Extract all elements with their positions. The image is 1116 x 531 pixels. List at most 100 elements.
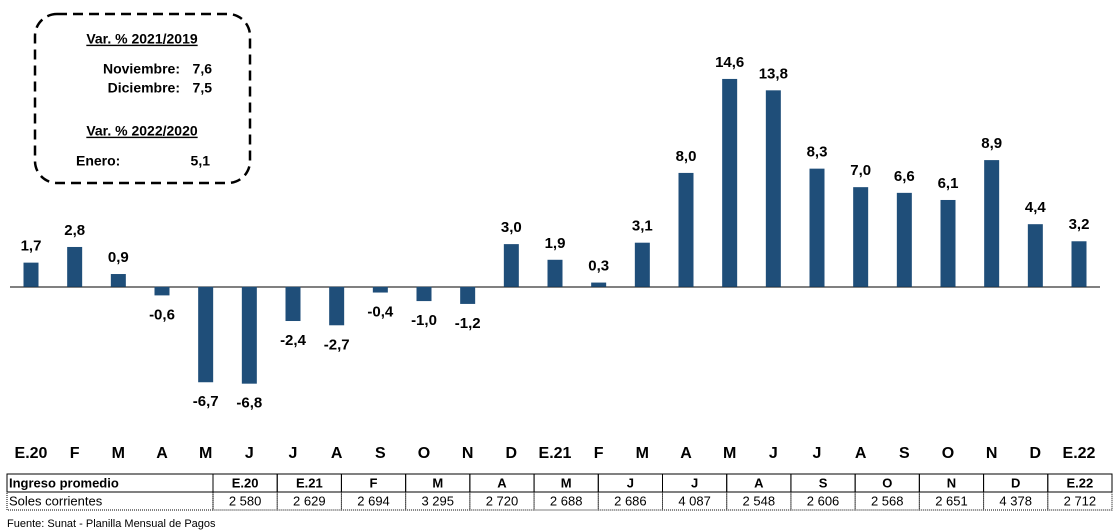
table-value: 2 629 [293, 493, 326, 508]
bar [416, 286, 432, 302]
table-value: O [882, 475, 892, 490]
value-label: 6,1 [938, 175, 959, 192]
x-tick-label: D [1030, 445, 1042, 462]
x-tick-label: A [680, 445, 692, 462]
table-value: M [561, 475, 572, 490]
value-label: 2,8 [64, 222, 85, 239]
bar [285, 286, 301, 322]
table-value: A [754, 475, 764, 490]
value-label: -6,7 [193, 393, 219, 410]
bar [547, 259, 563, 287]
x-tick-label: J [289, 445, 298, 462]
value-label: 3,2 [1069, 216, 1090, 233]
value-label: 7,0 [850, 162, 871, 179]
bar [154, 286, 170, 296]
table-value: 2 548 [743, 493, 776, 508]
source-note: Fuente: Sunat - Planilla Mensual de Pago… [7, 518, 216, 530]
value-label: -1,2 [455, 315, 481, 332]
table-cell [854, 491, 920, 511]
table-cell [1047, 491, 1113, 511]
table-cell [726, 491, 792, 511]
value-label: 8,0 [676, 148, 697, 165]
bar [678, 172, 694, 287]
table-value: J [627, 475, 634, 490]
table-value: A [497, 475, 507, 490]
bar [198, 286, 214, 383]
row-header: Soles corrientes [9, 493, 103, 508]
value-label: 0,3 [588, 258, 609, 275]
annotation-value: 7,6 [193, 61, 213, 77]
table-value: 2 568 [871, 493, 904, 508]
bar [809, 168, 825, 287]
table-cell [790, 491, 856, 511]
table-value: 2 580 [229, 493, 262, 508]
value-label: 1,7 [21, 238, 42, 255]
bar [503, 244, 519, 287]
table-cell [276, 491, 342, 511]
value-label: 0,9 [108, 249, 129, 266]
x-tick-label: D [506, 445, 518, 462]
bar [591, 282, 607, 287]
x-tick-label: S [375, 445, 386, 462]
x-tick-label: N [986, 445, 998, 462]
table-cell [597, 491, 663, 511]
table-value: J [691, 475, 698, 490]
table-value: E.20 [232, 475, 259, 490]
bar [984, 160, 1000, 287]
table-value: 2 651 [935, 493, 968, 508]
bar [110, 274, 126, 287]
value-label: -0,6 [149, 306, 175, 323]
annotation-label: Noviembre: [103, 61, 180, 77]
annotation-value: 7,5 [193, 80, 213, 96]
x-tick-label: M [636, 445, 649, 462]
table-value: 4 087 [678, 493, 711, 508]
bar [372, 286, 388, 293]
x-tick-label: M [112, 445, 125, 462]
value-label: 4,4 [1025, 199, 1047, 216]
value-label: 8,3 [807, 144, 828, 161]
annotation-heading: Var. % 2022/2020 [86, 123, 198, 139]
table-cell [983, 491, 1049, 511]
row-header: Ingreso promedio [9, 475, 119, 490]
x-tick-label: A [331, 445, 343, 462]
table-value: N [947, 475, 956, 490]
annotation-box [33, 12, 252, 185]
bar [722, 78, 738, 287]
bar [1071, 241, 1087, 287]
value-label: 6,6 [894, 168, 915, 185]
table-cell [340, 491, 407, 511]
annotation-value: 5,1 [191, 153, 211, 169]
table-cell [212, 491, 278, 511]
value-label: -2,7 [324, 336, 350, 353]
x-tick-label: E.21 [539, 445, 572, 462]
value-label: 3,1 [632, 218, 653, 235]
table-cell [918, 491, 985, 511]
x-tick-label: F [594, 445, 604, 462]
value-label: 14,6 [715, 54, 744, 71]
value-label: 8,9 [981, 135, 1002, 152]
value-label: 13,8 [759, 65, 788, 82]
value-label: 1,9 [545, 235, 566, 252]
bar [853, 187, 869, 287]
value-label: -1,0 [411, 312, 437, 329]
annotation-label: Diciembre: [108, 80, 180, 96]
table-value: 2 688 [550, 493, 583, 508]
value-label: -6,8 [236, 395, 262, 412]
value-label: 3,0 [501, 219, 522, 236]
table-value: 2 694 [357, 493, 390, 508]
table-value: 2 720 [486, 493, 519, 508]
bar [765, 90, 781, 287]
table-value: M [432, 475, 443, 490]
bar [241, 286, 257, 384]
x-tick-label: J [245, 445, 254, 462]
x-tick-label: O [418, 445, 430, 462]
table-cell [405, 491, 471, 511]
table-cell [533, 491, 599, 511]
bar [23, 262, 39, 287]
value-label: -0,4 [367, 304, 394, 321]
x-tick-label: E.20 [15, 445, 48, 462]
bar [1027, 224, 1043, 287]
annotation-heading: Var. % 2021/2019 [86, 31, 198, 47]
table-value: 3 295 [421, 493, 454, 508]
